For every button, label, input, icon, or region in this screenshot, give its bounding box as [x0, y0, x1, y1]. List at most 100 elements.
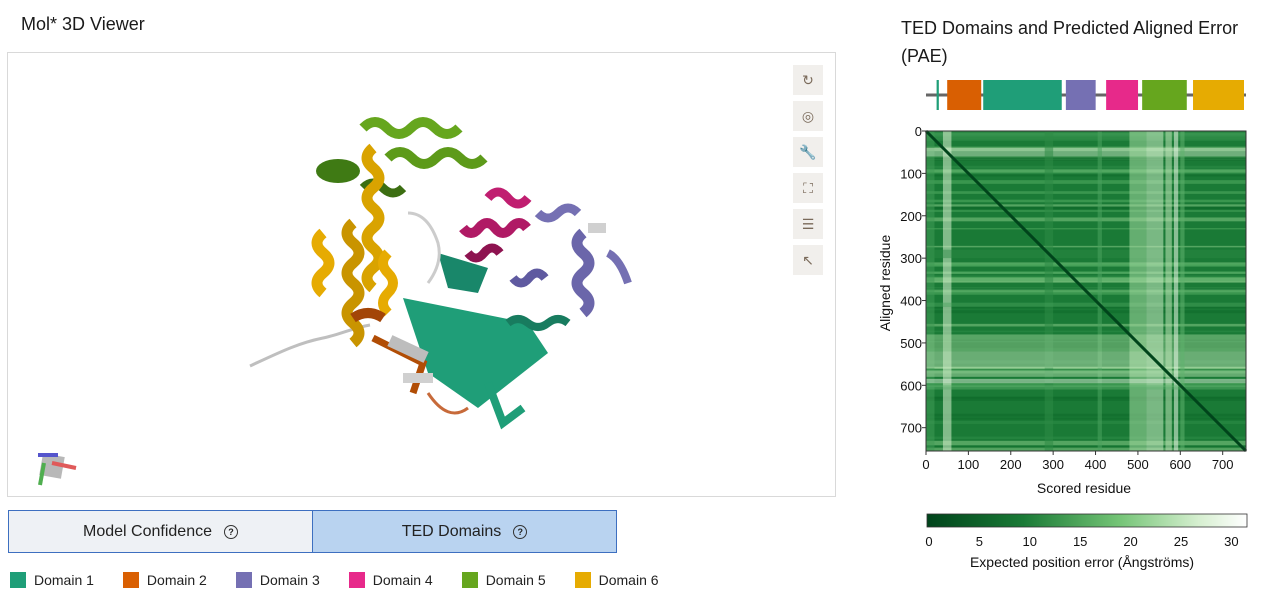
- heatmap-band: [926, 367, 1246, 370]
- settings-sliders-icon: ☰: [801, 215, 815, 232]
- heatmap-band: [926, 302, 1246, 307]
- legend-swatch: [122, 572, 139, 588]
- heatmap-band: [926, 146, 1246, 152]
- heatmap-band: [926, 417, 1246, 420]
- pae-colorbar: 0 5 10 15 20 25 30: [925, 513, 1248, 549]
- heatmap-band: [926, 249, 1246, 259]
- heatmap-band: [926, 165, 1246, 169]
- domain-segment[interactable]: [1142, 80, 1187, 110]
- legend-item: Domain 2: [122, 572, 207, 588]
- domain-segment[interactable]: [936, 80, 939, 110]
- heatmap-band: [926, 199, 1246, 203]
- legend-item: Domain 1: [10, 572, 94, 588]
- heatmap-band: [926, 277, 1246, 283]
- help-icon[interactable]: ?: [513, 524, 528, 539]
- heatmap-band: [1129, 131, 1147, 451]
- heatmap-band: [926, 385, 1246, 390]
- y-tick-label: 100: [900, 166, 922, 181]
- color-mode-tabs: Model Confidence ? TED Domains ?: [8, 510, 617, 553]
- viewer-title: Mol* 3D Viewer: [21, 14, 145, 34]
- heatmap-band: [926, 351, 1246, 369]
- heatmap-band: [942, 131, 952, 451]
- heatmap-band: [926, 370, 1246, 377]
- heatmap-band: [926, 147, 1246, 157]
- y-tick-label: 700: [900, 421, 922, 436]
- domain-segment[interactable]: [1193, 80, 1244, 110]
- heatmap-band: [926, 370, 1246, 374]
- screenshot-icon: ◎: [801, 107, 815, 124]
- domain-3-structure: [509, 203, 632, 318]
- heatmap-band: [926, 245, 1246, 248]
- heatmap-band: [926, 378, 1246, 381]
- heatmap-band: [926, 133, 1246, 138]
- heatmap-band: [1173, 131, 1179, 451]
- legend-item: Domain 5: [461, 572, 546, 588]
- help-icon[interactable]: ?: [223, 524, 238, 539]
- screenshot-button[interactable]: ◎: [793, 101, 823, 131]
- heatmap-band: [1180, 131, 1185, 451]
- heatmap-band: [1044, 131, 1054, 451]
- tab-ted-domains[interactable]: TED Domains ?: [313, 510, 617, 553]
- orientation-axes-gizmo[interactable]: [38, 453, 77, 486]
- tab-label: TED Domains: [401, 522, 502, 540]
- tab-label: Model Confidence: [83, 522, 212, 540]
- heatmap-band: [926, 191, 1246, 194]
- select-pointer-button[interactable]: ↖: [793, 245, 823, 275]
- heatmap-diagonal: [924, 129, 1248, 453]
- domain-segment[interactable]: [983, 80, 1062, 110]
- heatmap-band: [926, 330, 1246, 333]
- x-tick-label: 300: [1042, 457, 1064, 472]
- heatmap-band: [926, 440, 1246, 446]
- legend-label: Domain 1: [34, 572, 94, 588]
- fullscreen-icon: ⛶: [803, 179, 813, 196]
- y-tick-label: 200: [900, 209, 922, 224]
- pae-heatmap[interactable]: [924, 129, 1248, 453]
- heatmap-band: [926, 396, 1246, 401]
- heatmap-band: [1097, 131, 1102, 451]
- y-tick-label: 400: [900, 294, 922, 309]
- y-tick-label: 600: [900, 378, 922, 393]
- heatmap-band: [1165, 131, 1172, 451]
- heatmap-band: [926, 228, 1246, 230]
- heatmap-band: [926, 342, 1246, 347]
- heatmap-band: [926, 323, 1246, 327]
- heatmap-band: [926, 131, 1246, 140]
- mol-3d-viewer-canvas[interactable]: ↻ ◎ 🔧 ⛶ ☰ ↖: [7, 52, 836, 497]
- heatmap-band: [926, 286, 1246, 289]
- heatmap-band: [926, 339, 1246, 342]
- colorbar-tick-label: 15: [1073, 534, 1087, 549]
- domain-segment[interactable]: [1065, 80, 1096, 110]
- legend-item: Domain 4: [348, 572, 433, 588]
- reset-camera-button[interactable]: ↻: [793, 65, 823, 95]
- heatmap-band: [926, 169, 1246, 174]
- y-tick-label: 0: [915, 124, 922, 139]
- pae-title: TED Domains and Predicted Aligned Error …: [901, 18, 1239, 66]
- settings-sliders-button[interactable]: ☰: [793, 209, 823, 239]
- heatmap-band: [926, 413, 1246, 417]
- heatmap-band: [926, 174, 1246, 177]
- select-pointer-icon: ↖: [802, 251, 814, 268]
- heatmap-band: [926, 345, 1246, 349]
- protein-structure-render[interactable]: [8, 53, 835, 496]
- legend-item: Domain 3: [235, 572, 320, 588]
- x-tick-label: 0: [922, 457, 929, 472]
- tab-model-confidence[interactable]: Model Confidence ?: [8, 510, 313, 553]
- colorbar-label: Expected position error (Ångströms): [970, 554, 1194, 570]
- wrench-button[interactable]: 🔧: [793, 137, 823, 167]
- reset-camera-icon: ↻: [802, 71, 814, 88]
- heatmap-band: [926, 275, 1246, 278]
- domain-6-structure: [311, 143, 398, 348]
- legend-swatch: [235, 572, 252, 588]
- domain-segment[interactable]: [1106, 80, 1139, 110]
- legend-swatch: [461, 572, 478, 588]
- domain-4-structure: [459, 187, 532, 263]
- heatmap-band: [926, 334, 1246, 352]
- heatmap-band: [926, 180, 1246, 184]
- heatmap-band: [926, 271, 1246, 274]
- fullscreen-button[interactable]: ⛶: [793, 173, 823, 203]
- x-tick-label: 400: [1085, 457, 1107, 472]
- x-tick-label: 600: [1169, 457, 1191, 472]
- domain-segment[interactable]: [947, 80, 982, 110]
- legend-label: Domain 5: [485, 572, 546, 588]
